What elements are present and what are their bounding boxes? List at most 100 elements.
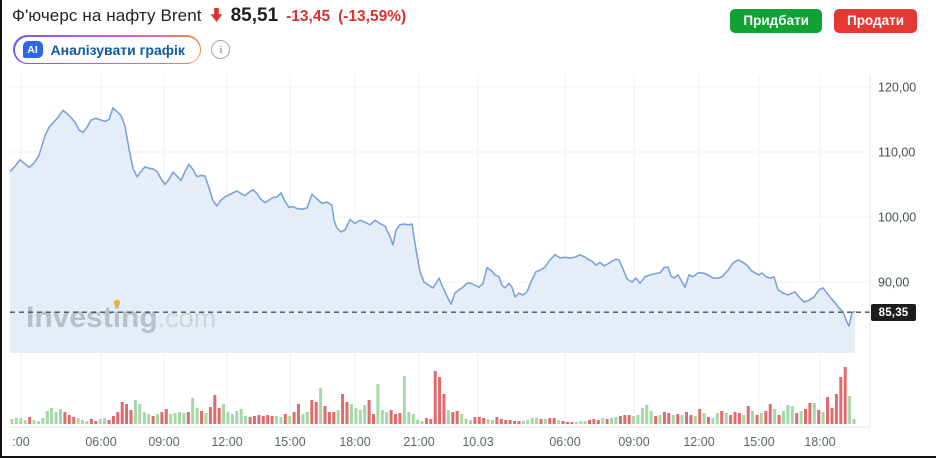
volume-bar <box>266 415 270 424</box>
volume-bar <box>292 412 296 424</box>
volume-bar <box>407 412 411 424</box>
volume-bar <box>473 417 477 424</box>
volume-bar <box>248 417 252 424</box>
volume-bar <box>310 400 314 424</box>
volume-bar <box>204 413 208 424</box>
volume-bar <box>76 418 80 424</box>
volume-bar <box>372 414 375 424</box>
volume-bar <box>583 421 587 424</box>
volume-bar <box>438 377 442 424</box>
volume-bar <box>632 416 636 424</box>
volume-bar <box>526 420 530 424</box>
sell-button[interactable]: Продати <box>833 9 917 33</box>
x-tick-label: 06:00 <box>85 435 116 449</box>
volume-bar <box>394 414 397 424</box>
volume-bar <box>151 416 155 424</box>
volume-bar <box>358 410 362 424</box>
volume-bar <box>420 421 424 424</box>
volume-bar <box>89 419 93 424</box>
x-tick-label: 15:00 <box>274 435 305 449</box>
volume-bar <box>275 416 278 424</box>
volume-bar <box>367 400 371 424</box>
volume-bar <box>548 418 552 424</box>
volume-bar <box>667 413 671 424</box>
ai-analyze-label: Аналізувати графік <box>50 41 185 58</box>
volume-bar <box>191 398 195 424</box>
ai-analyze-button[interactable]: AI Аналізувати графік <box>13 35 202 64</box>
volume-bar <box>707 417 710 424</box>
volume-bar <box>336 410 340 424</box>
x-tick-label: 15:00 <box>743 435 774 449</box>
volume-bar <box>424 418 428 424</box>
volume-bar <box>579 421 583 424</box>
volume-bar <box>270 416 274 424</box>
volume-bar <box>54 412 58 424</box>
y-tick-label: 120,00 <box>878 81 916 95</box>
volume-bar <box>138 404 142 424</box>
volume-bar <box>561 421 565 424</box>
volume-bar <box>164 409 168 424</box>
volume-bar <box>147 414 151 424</box>
instrument-header: Ф'ючерс на нафту Brent 85,51 -13,45 (-13… <box>12 5 406 27</box>
volume-bar <box>14 418 18 424</box>
volume-bar <box>662 412 666 424</box>
volume-bar <box>464 419 468 424</box>
volume-bar <box>570 422 574 424</box>
x-tick-label: 12:00 <box>211 435 242 449</box>
volume-bar <box>23 420 27 424</box>
volume-bar <box>94 421 98 424</box>
volume-bar <box>486 419 490 424</box>
volume-bar <box>693 416 697 424</box>
volume-bar <box>601 418 605 424</box>
volume-bar <box>654 416 658 424</box>
volume-bar <box>817 410 821 424</box>
volume-bar <box>610 418 613 424</box>
volume-bar <box>169 414 173 424</box>
volume-bar <box>782 411 785 424</box>
volume-bar <box>685 412 688 424</box>
volume-bar <box>160 412 164 424</box>
volume-bar <box>790 406 794 424</box>
x-tick-label: 12:00 <box>683 435 714 449</box>
volume-bar <box>10 419 14 424</box>
volume-bar <box>658 415 662 424</box>
volume-bar <box>107 420 111 424</box>
volume-bar <box>332 412 336 424</box>
volume-bar <box>142 412 146 424</box>
volume-bar <box>795 413 799 424</box>
volume-bar <box>513 421 517 424</box>
volume-bar <box>442 394 446 424</box>
volume-bar <box>345 402 349 424</box>
volume-bar <box>460 414 464 424</box>
volume-bar <box>111 416 115 424</box>
volume-bar <box>288 416 292 424</box>
ai-toolbar: AI Аналізувати графік i <box>13 35 231 64</box>
volume-bar <box>574 422 578 424</box>
volume-bar <box>680 415 684 424</box>
volume-bar <box>808 403 812 424</box>
volume-bar <box>671 415 675 424</box>
volume-bar <box>649 411 653 424</box>
volume-bar <box>446 410 450 424</box>
volume-bar <box>733 412 737 424</box>
volume-bar <box>521 421 525 424</box>
watermark: Investing.com <box>26 301 216 334</box>
trade-buttons: Придбати Продати <box>730 9 917 33</box>
volume-bar <box>19 418 23 424</box>
volume-bar <box>852 419 856 424</box>
volume-bar <box>724 413 728 424</box>
volume-bar <box>689 415 693 424</box>
volume-bar <box>363 405 367 424</box>
buy-button[interactable]: Придбати <box>730 9 822 33</box>
volume-bar <box>455 411 459 424</box>
volume-bar <box>116 412 120 424</box>
y-tick-label: 110,00 <box>878 146 915 160</box>
volume-bar <box>182 413 186 424</box>
volume-bar <box>596 420 600 424</box>
info-icon[interactable]: i <box>211 40 231 59</box>
price-down-arrow-icon <box>210 8 223 27</box>
volume-bar <box>283 414 287 424</box>
instrument-title: Ф'ючерс на нафту Brent <box>12 6 202 25</box>
